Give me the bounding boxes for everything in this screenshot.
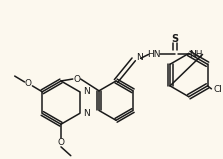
Text: Cl: Cl xyxy=(213,85,222,94)
Text: O: O xyxy=(73,75,80,83)
Text: NH: NH xyxy=(189,50,202,59)
Text: N: N xyxy=(83,87,89,96)
Text: S: S xyxy=(171,34,179,44)
Text: O: O xyxy=(58,138,64,147)
Text: N: N xyxy=(83,109,89,118)
Text: N: N xyxy=(136,53,142,62)
Text: HN: HN xyxy=(147,50,160,59)
Text: O: O xyxy=(25,80,32,88)
